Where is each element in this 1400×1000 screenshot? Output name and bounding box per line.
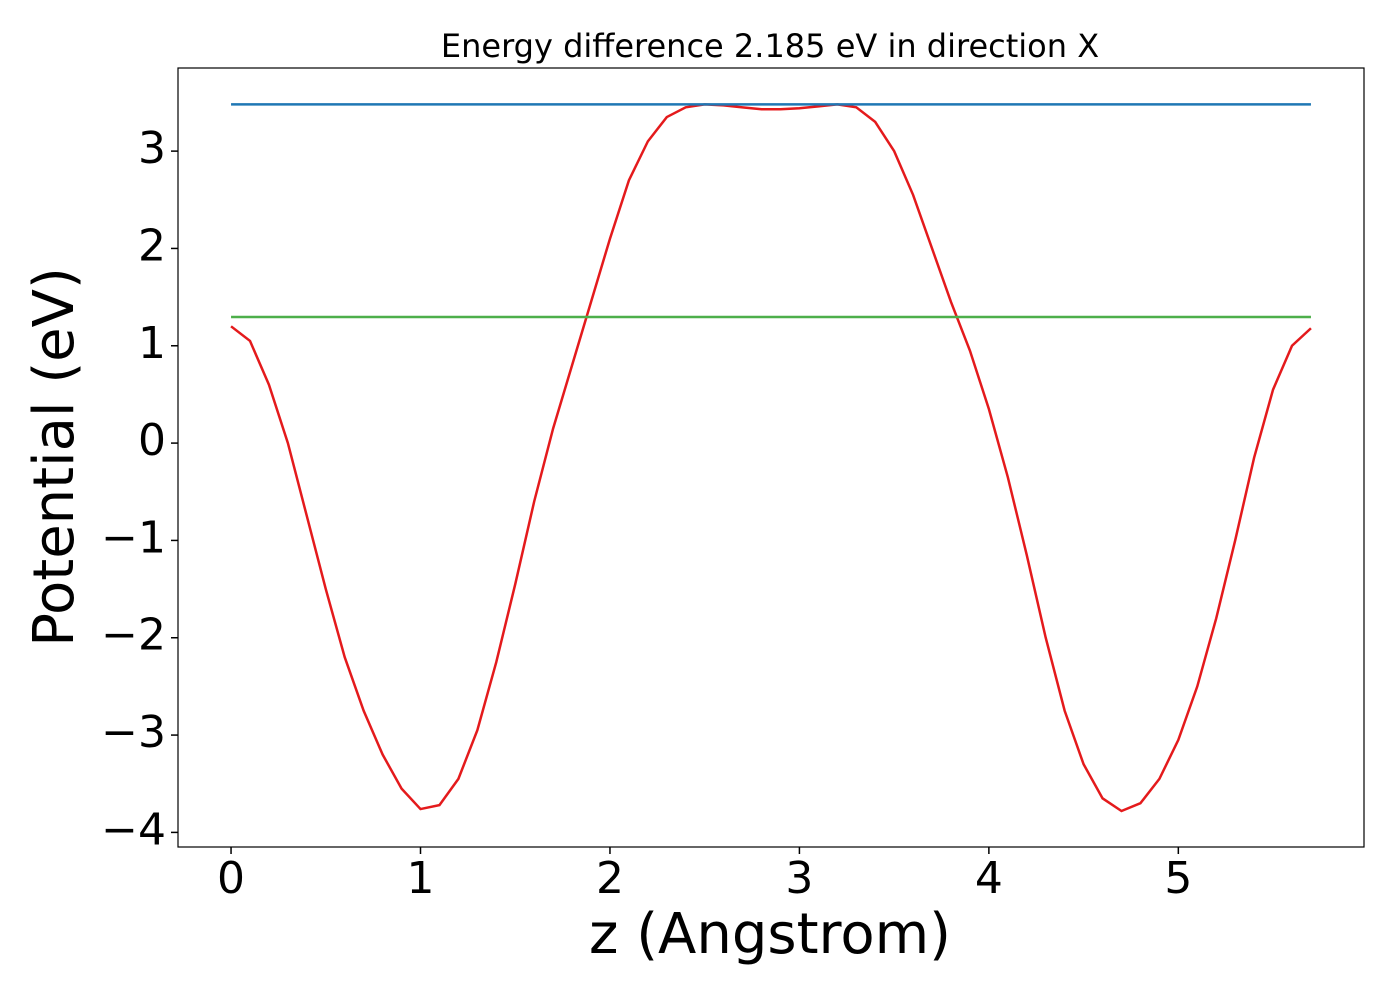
x-tick-label: 3 bbox=[785, 853, 813, 904]
y-tick-label: 0 bbox=[138, 415, 166, 466]
line-series bbox=[230, 103, 1312, 813]
chart-title: Energy difference 2.185 eV in direction … bbox=[441, 27, 1099, 65]
y-axis-label: Potential (eV) bbox=[22, 267, 87, 647]
y-tick-label: −2 bbox=[101, 610, 166, 661]
y-tick-label: 3 bbox=[138, 123, 166, 174]
x-axis-label: z (Angstrom) bbox=[589, 902, 951, 967]
y-tick-label: −4 bbox=[101, 804, 166, 855]
x-tick-label: 4 bbox=[975, 853, 1003, 904]
y-tick-label: 2 bbox=[138, 220, 166, 271]
y-tick-label: −1 bbox=[101, 512, 166, 563]
x-tick-label: 1 bbox=[407, 853, 435, 904]
plot-frame bbox=[177, 67, 1365, 848]
y-tick-label: −3 bbox=[101, 707, 166, 758]
x-tick-label: 5 bbox=[1164, 853, 1192, 904]
x-tick-label: 2 bbox=[596, 853, 624, 904]
y-tick-label: 1 bbox=[138, 318, 166, 369]
x-tick-label: 0 bbox=[217, 853, 245, 904]
